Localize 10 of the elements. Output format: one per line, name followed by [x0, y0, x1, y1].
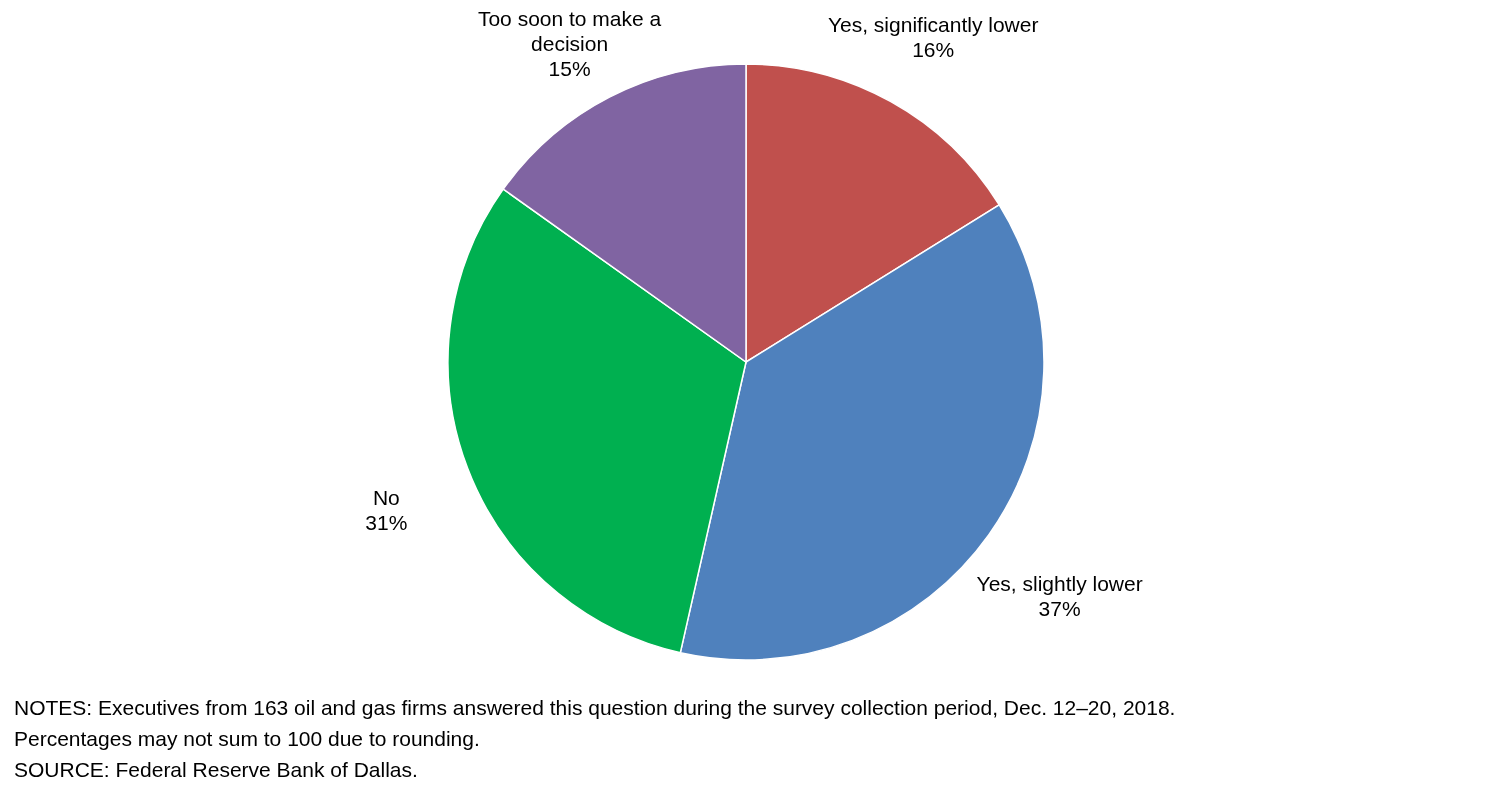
slice-label: Too soon to make a decision: [477, 6, 662, 55]
slice-label: No: [372, 486, 400, 510]
slice-label: Yes, slightly lower: [976, 572, 1143, 596]
data-label: 16%: [912, 37, 955, 61]
slice-label: Yes, significantly lower: [827, 12, 1039, 36]
source-note: SOURCE: Federal Reserve Bank of Dallas.: [14, 758, 418, 781]
text: NOTES: Executives from 163 oil and gas firms answered this question during the survey collection period, Dec. 12–20, 2018. Percentages may not sum to 100 due to rounding.: [14, 696, 1176, 750]
data-label: 31%: [365, 511, 408, 535]
data-label: 15%: [548, 56, 591, 80]
data-label: 37%: [1038, 597, 1081, 621]
